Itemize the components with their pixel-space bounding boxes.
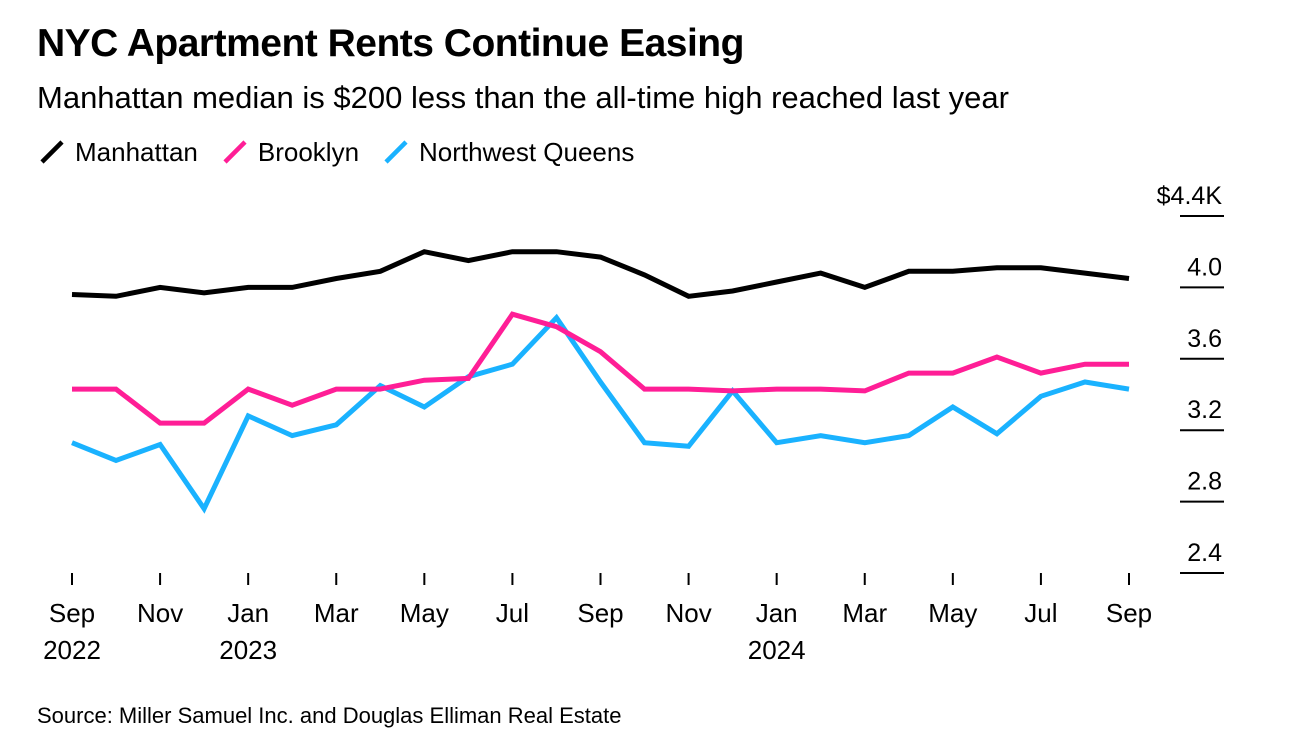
legend-label-manhattan: Manhattan [75,136,198,167]
x-tick-label: Jul [496,598,529,628]
series-line-brooklyn [72,311,1129,426]
y-tick-label: 4.0 [1187,253,1222,281]
x-tick-label: Sep [577,598,623,628]
x-tick-label: Sep [49,598,95,628]
x-tick-label: Nov [665,598,711,628]
legend-item-manhattan: Manhattan [37,137,198,168]
legend: Manhattan Brooklyn Northwest Queens [37,134,656,170]
x-tick-label: Nov [137,598,183,628]
x-tick-label: Jan [756,598,798,628]
x-tick-label: Jul [1024,598,1057,628]
source-note: Source: Miller Samuel Inc. and Douglas E… [37,703,622,728]
x-tick-year-label: 2024 [748,635,806,665]
legend-swatch-brooklyn [223,140,247,164]
series-line-manhattan [71,249,1130,299]
x-tick-label: Mar [842,598,887,628]
x-tick-label: May [928,598,977,628]
legend-label-northwest-queens: Northwest Queens [419,136,635,167]
y-tick-label: 2.4 [1187,539,1222,567]
legend-swatch-northwest-queens [384,140,408,164]
legend-item-brooklyn: Brooklyn [220,137,359,168]
x-tick-label: May [400,598,449,628]
legend-swatch-manhattan [40,140,64,164]
x-tick-label: Mar [314,598,359,628]
legend-item-northwest-queens: Northwest Queens [381,137,634,168]
chart-subtitle: Manhattan median is $200 less than the a… [37,80,1009,115]
y-tick-label: 3.2 [1187,396,1222,424]
x-tick-label: Sep [1106,598,1152,628]
y-tick-label: 3.6 [1187,325,1222,353]
legend-label-brooklyn: Brooklyn [257,136,360,167]
x-tick-year-label: 2022 [43,635,101,665]
x-tick-label: Jan [227,598,269,628]
y-tick-label: 2.8 [1187,468,1222,496]
y-tick-label: $4.4K [1157,182,1223,210]
series-line-northwest-queens [71,313,1130,514]
chart-title: NYC Apartment Rents Continue Easing [37,22,744,65]
x-tick-year-label: 2023 [219,635,277,665]
